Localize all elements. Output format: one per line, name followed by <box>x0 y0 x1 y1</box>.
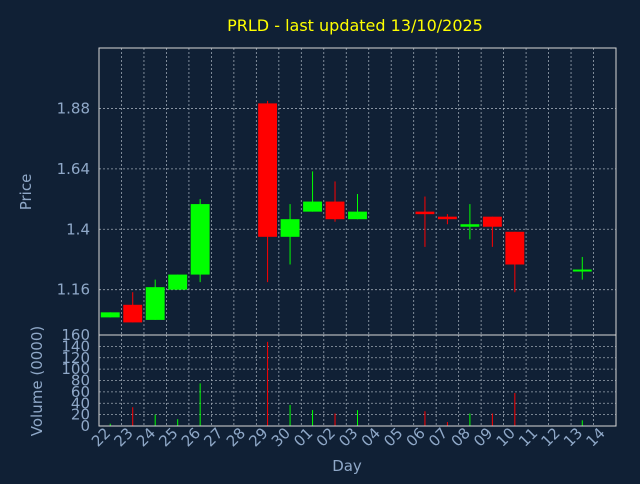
price-axis-label: Price <box>17 174 35 211</box>
volume-tick-label: 0 <box>80 417 90 435</box>
candle-body <box>190 204 210 275</box>
candle-body <box>100 312 120 318</box>
volume-tick-label: 160 <box>61 326 90 344</box>
price-grid: 1.16 1.4 1.64 1.88 <box>57 48 617 335</box>
price-panel-frame <box>98 47 617 336</box>
price-tick-label: 1.4 <box>66 220 90 238</box>
volume-tick-label: 20 <box>71 406 90 424</box>
candle-body <box>303 201 322 212</box>
volume-tick-label: 120 <box>61 349 90 367</box>
volume-axis-label: Volume (0000) <box>28 326 46 436</box>
volume-bars <box>109 341 583 426</box>
x-axis-label: Day <box>332 457 362 475</box>
candle-body <box>168 274 188 290</box>
volume-tick-label: 140 <box>61 337 90 355</box>
candle-body <box>437 216 457 220</box>
volume-tick-label: 80 <box>71 372 90 390</box>
candle-body <box>258 103 278 237</box>
axis-labels: Price Volume (0000) Day <box>17 174 362 475</box>
price-candles <box>100 100 592 323</box>
chart-title: PRLD - last updated 13/10/2025 <box>227 16 483 35</box>
candle-body <box>572 269 592 272</box>
volume-panel-frame <box>98 334 617 427</box>
volume-tick-label: 100 <box>61 360 90 378</box>
candle-body <box>325 201 345 220</box>
candle-body <box>123 304 143 323</box>
price-tick-label: 1.64 <box>57 160 90 178</box>
candle-body <box>145 287 165 320</box>
candle-body <box>482 216 502 227</box>
candle-body <box>415 211 435 215</box>
volume-tick-label: 40 <box>71 394 90 412</box>
candle-body <box>505 231 525 265</box>
candle-body <box>280 219 300 237</box>
volume-tick-label: 60 <box>71 383 90 401</box>
price-tick-label: 1.88 <box>57 99 90 117</box>
price-tick-label: 1.16 <box>57 281 90 299</box>
x-tick-labels: 2223242526272829300102030405060708091011… <box>88 424 609 450</box>
candle-body <box>348 211 367 220</box>
x-tick-label: 14 <box>582 424 608 450</box>
candle-body <box>460 224 480 227</box>
